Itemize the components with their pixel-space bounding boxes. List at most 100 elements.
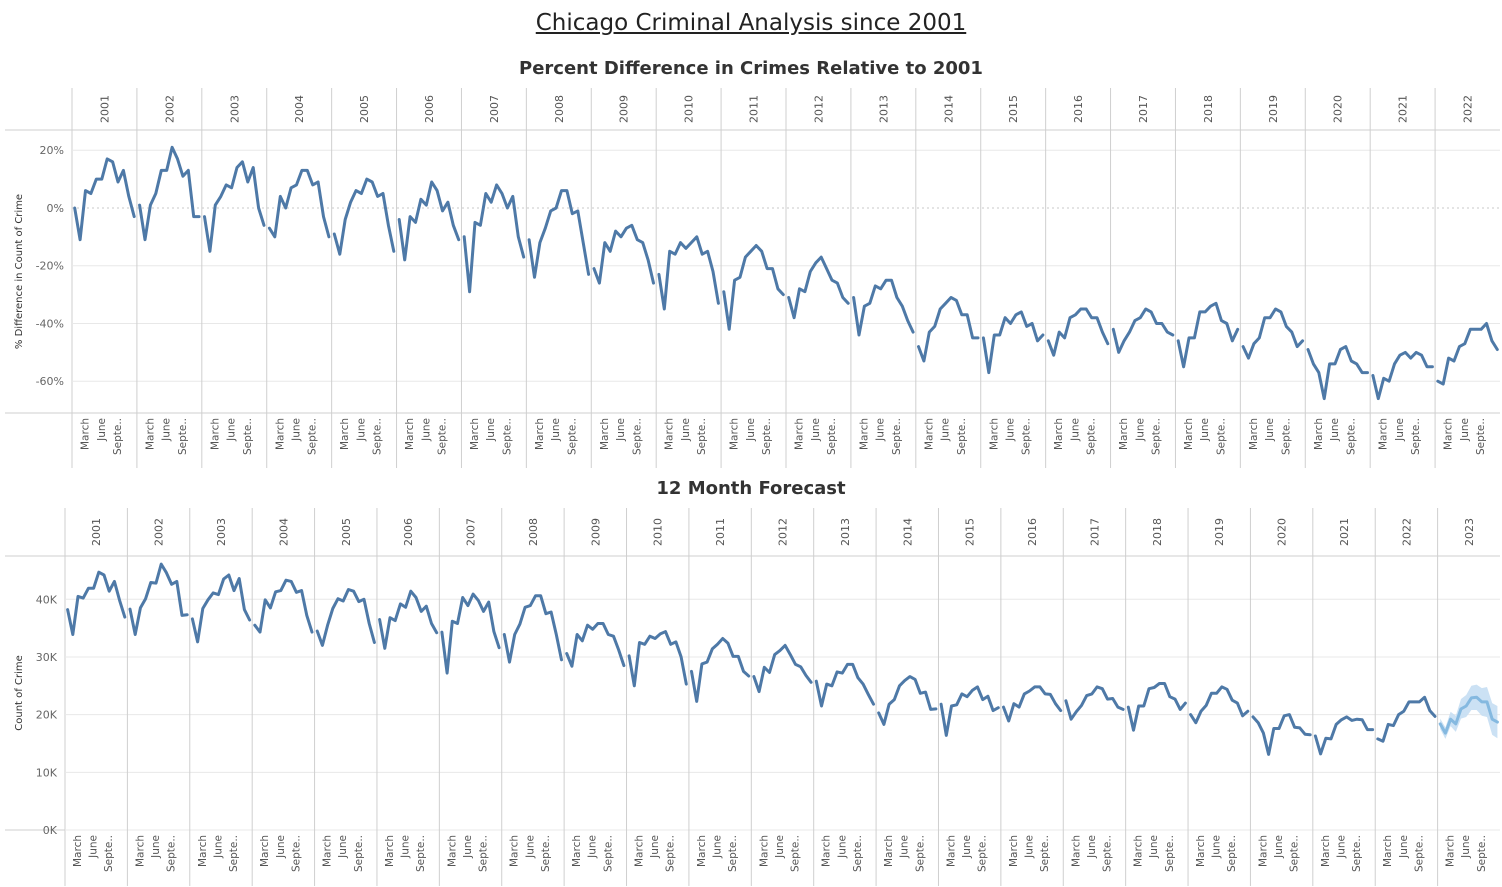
- month-tick-label: Septe..: [501, 418, 513, 455]
- year-header-label: 2001: [98, 95, 111, 123]
- month-tick-label: Septe..: [914, 835, 926, 872]
- year-header-label: 2021: [1397, 95, 1410, 123]
- month-tick-label: March: [1195, 835, 1207, 867]
- month-tick-label: March: [384, 835, 396, 867]
- month-tick-label: June: [290, 418, 302, 442]
- month-tick-label: Septe..: [166, 835, 178, 872]
- month-tick-label: June: [615, 418, 627, 442]
- percent-difference-chart: 20% 0% -20% -40% -60% % Difference in Count o…: [5, 88, 1500, 468]
- month-tick-label: Septe..: [631, 418, 643, 455]
- year-header-label: 2005: [340, 518, 353, 546]
- month-tick-label: March: [72, 835, 84, 867]
- series-line-2007: [440, 592, 501, 675]
- month-tick-label: June: [712, 835, 724, 859]
- year-header-label: 2017: [1137, 95, 1150, 123]
- month-tick-label: June: [150, 835, 162, 859]
- month-tick-label: March: [945, 835, 957, 867]
- month-tick-label: March: [883, 835, 895, 867]
- month-tick-label: June: [212, 835, 224, 859]
- month-tick-label: Septe..: [789, 835, 801, 872]
- series-line-2015: [981, 310, 1045, 375]
- month-tick-label: Septe..: [1476, 835, 1488, 872]
- month-tick-label: June: [1329, 418, 1341, 442]
- month-tick-label: June: [875, 418, 887, 442]
- month-tick-label: June: [161, 418, 173, 442]
- series-line-2020: [1306, 345, 1369, 401]
- month-tick-label: Septe..: [1021, 418, 1033, 455]
- series-line-2019: [1189, 685, 1250, 725]
- month-tick-label: Septe..: [956, 418, 968, 455]
- month-tick-label: Septe..: [1345, 418, 1357, 455]
- series-line-2014: [917, 296, 980, 363]
- month-tick-label: Septe..: [727, 835, 739, 872]
- year-header-label: 2018: [1151, 518, 1164, 546]
- series-line-2001: [73, 157, 136, 242]
- series-line-2013: [814, 662, 875, 708]
- month-tick-label: June: [355, 418, 367, 442]
- month-tick-label: March: [794, 418, 806, 450]
- month-tick-label: June: [1460, 835, 1472, 859]
- month-tick-label: June: [275, 835, 287, 859]
- month-tick-label: June: [550, 418, 562, 442]
- month-tick-label: Septe..: [852, 835, 864, 872]
- y-tick-label: 0%: [47, 202, 64, 215]
- chart1-title: Percent Difference in Crimes Relative to…: [519, 58, 983, 79]
- month-tick-label: March: [634, 835, 646, 867]
- series-line-2016: [1046, 307, 1110, 357]
- month-tick-label: June: [420, 418, 432, 442]
- series-line-2019: [1241, 307, 1305, 360]
- month-tick-label: March: [1248, 418, 1260, 450]
- year-header-label: 2013: [877, 95, 890, 123]
- month-tick-label: March: [1070, 835, 1082, 867]
- year-header-label: 2019: [1267, 95, 1280, 123]
- month-tick-label: June: [1273, 835, 1285, 859]
- month-tick-label: June: [810, 418, 822, 442]
- forecast-line: [1438, 695, 1499, 735]
- month-tick-label: Septe..: [242, 418, 254, 455]
- series-line-2011: [690, 637, 751, 703]
- month-tick-label: Septe..: [437, 418, 449, 455]
- month-tick-label: March: [1445, 835, 1457, 867]
- series-line-2009: [565, 622, 626, 668]
- month-tick-label: June: [961, 835, 973, 859]
- month-tick-label: June: [88, 835, 100, 859]
- month-tick-label: June: [1394, 418, 1406, 442]
- year-header-label: 2012: [812, 95, 825, 123]
- y-tick-label: 10K: [36, 766, 58, 779]
- year-header-label: 2001: [90, 518, 103, 546]
- year-header-label: 2006: [402, 518, 415, 546]
- month-tick-label: March: [446, 835, 458, 867]
- series-line-2009: [592, 223, 655, 285]
- month-tick-label: Septe..: [1351, 835, 1363, 872]
- year-header-label: 2008: [553, 95, 566, 123]
- month-tick-label: June: [1199, 418, 1211, 442]
- year-header-label: 2009: [618, 95, 631, 123]
- series-line-2002: [138, 145, 201, 242]
- series-line-2012: [752, 643, 813, 694]
- month-tick-label: March: [599, 418, 611, 450]
- month-tick-label: March: [274, 418, 286, 450]
- month-tick-label: June: [1398, 835, 1410, 859]
- year-header-label: 2020: [1332, 95, 1345, 123]
- month-tick-label: June: [96, 418, 108, 442]
- month-tick-label: Septe..: [1280, 418, 1292, 455]
- series-line-2001: [66, 570, 127, 636]
- month-tick-label: March: [571, 835, 583, 867]
- year-header-label: 2014: [942, 95, 955, 123]
- month-tick-label: June: [680, 418, 692, 442]
- y-tick-label: 20%: [40, 144, 64, 157]
- month-tick-label: Septe..: [977, 835, 989, 872]
- month-tick-label: March: [1378, 418, 1390, 450]
- year-header-label: 2017: [1088, 518, 1101, 546]
- month-tick-label: Septe..: [478, 835, 490, 872]
- year-header-label: 2010: [683, 95, 696, 123]
- month-tick-label: Septe..: [1289, 835, 1301, 872]
- month-tick-label: June: [1134, 418, 1146, 442]
- series-line-2002: [128, 562, 189, 636]
- series-line-2004: [253, 578, 314, 634]
- month-tick-label: Septe..: [353, 835, 365, 872]
- month-tick-label: March: [758, 835, 770, 867]
- month-tick-label: March: [1053, 418, 1065, 450]
- month-tick-label: June: [400, 835, 412, 859]
- series-line-2008: [527, 189, 591, 279]
